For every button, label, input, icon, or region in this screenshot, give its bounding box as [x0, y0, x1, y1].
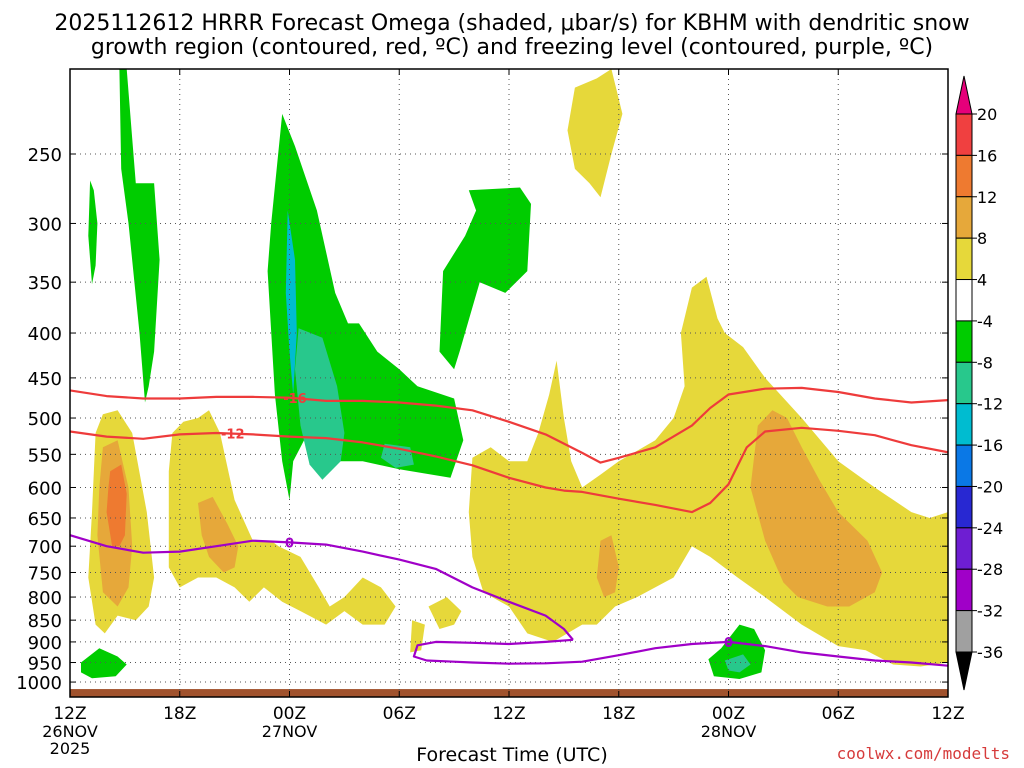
colorbar-bin — [955, 485, 973, 529]
y-tick-label: 300 — [28, 214, 62, 235]
omega-region-green-mid-upper — [439, 187, 531, 370]
y-tick-label: 550 — [28, 445, 62, 466]
chart-title-line-1: 2025112612 HRRR Forecast Omega (shaded, … — [54, 11, 970, 36]
y-tick-label: 250 — [28, 145, 62, 166]
colorbar-label: 8 — [977, 229, 987, 248]
contour--16-line — [70, 386, 948, 464]
colorbar-label: -36 — [977, 643, 1003, 662]
contour-label: 0 — [285, 536, 294, 551]
y-tick-label: 700 — [28, 537, 62, 558]
colorbar-bin — [955, 237, 973, 281]
y-tick-label: 850 — [28, 611, 62, 632]
x-tick-label: 18Z — [602, 704, 635, 724]
contour-label: 0 — [724, 636, 733, 651]
omega-region-yellow-center-low — [468, 276, 948, 667]
y-tick-label: 900 — [28, 633, 62, 654]
colorbar-bin — [955, 361, 973, 405]
x-tick-label: 12Z — [931, 704, 964, 724]
contour--12-line — [70, 426, 948, 514]
y-tick-label: 1000 — [16, 673, 62, 694]
colorbar-label: -20 — [977, 477, 1003, 496]
colorbar-top-triangle — [955, 75, 973, 115]
x-date-label: 27NOV — [262, 722, 318, 741]
y-tick-label: 600 — [28, 478, 62, 499]
colorbar-label: 4 — [977, 271, 987, 290]
omega-region-teal-low-late — [724, 654, 751, 673]
omega-region-orange-late-small — [596, 535, 619, 598]
colorbar-label: 12 — [977, 188, 997, 207]
omega-region-yellow-small-center — [428, 597, 462, 629]
y-tick-label: 400 — [28, 324, 62, 345]
omega-region-orange-mid — [198, 496, 239, 573]
omega-region-green-low-early — [81, 648, 127, 679]
omega-region-cyan-main — [285, 210, 297, 395]
colorbar-bin — [955, 568, 973, 612]
colorbar-bin — [955, 610, 973, 653]
temperature-contours: -16 -12 0 0 — [70, 386, 948, 667]
colorbar-bin — [955, 444, 973, 487]
contour-0-line — [70, 534, 574, 641]
colorbar-bin — [955, 196, 973, 239]
colorbar-bin — [955, 403, 973, 446]
y-tick-label: 650 — [28, 509, 62, 530]
x-tick-label: 06Z — [822, 704, 855, 724]
colorbar-label: -4 — [977, 312, 993, 331]
contour-0-line — [412, 638, 948, 667]
chart-title-line-2: growth region (contoured, red, ºC) and f… — [90, 35, 934, 60]
contour-label: -16 — [283, 392, 307, 407]
omega-region-orange-dark-early — [106, 464, 127, 547]
colorbar-bin — [955, 279, 973, 322]
omega-region-green-early-thin — [88, 180, 98, 285]
x-tick-label: 18Z — [163, 704, 196, 724]
x-date-label: 26NOV — [42, 722, 98, 741]
colorbar: 20 16 12 8 4 -4 -8 -12 -16 -20 -24 -28 -32 -36 — [955, 75, 1003, 691]
colorbar-label: 20 — [977, 105, 997, 124]
colorbar-label: -16 — [977, 436, 1003, 455]
x-year-label: 2025 — [50, 739, 91, 758]
colorbar-label: -24 — [977, 519, 1003, 538]
colorbar-bin — [955, 113, 973, 156]
colorbar-label: -32 — [977, 602, 1003, 621]
y-tick-label: 750 — [28, 563, 62, 584]
x-tick-label: 00Z — [273, 704, 306, 724]
colorbar-label: 16 — [977, 146, 997, 165]
colorbar-bottom-triangle — [955, 651, 973, 691]
y-tick-label: 950 — [28, 654, 62, 675]
colorbar-bin — [955, 154, 973, 198]
y-tick-label: 450 — [28, 369, 62, 390]
y-tick-label: 800 — [28, 588, 62, 609]
colorbar-label: -12 — [977, 395, 1003, 414]
x-date-label: 28NOV — [701, 722, 757, 741]
colorbar-label: -28 — [977, 560, 1003, 579]
omega-region-green-early-column — [119, 69, 160, 403]
credit-link[interactable]: coolwx.com/modelts — [836, 744, 1010, 763]
x-tick-label: 06Z — [383, 704, 416, 724]
omega-region-yellow-top — [567, 69, 623, 198]
y-tick-label: 500 — [28, 409, 62, 430]
x-tick-label: 00Z — [712, 704, 745, 724]
colorbar-label: -8 — [977, 353, 993, 372]
contour-label: -12 — [221, 428, 245, 443]
omega-region-green-low-late — [708, 624, 766, 679]
x-axis-title: Forecast Time (UTC) — [416, 744, 608, 766]
x-tick-label: 12Z — [492, 704, 525, 724]
omega-region-orange-late — [750, 410, 883, 607]
omega-shading-layer — [81, 69, 948, 679]
x-tick-label: 12Z — [53, 704, 86, 724]
colorbar-bin — [955, 320, 973, 363]
omega-region-teal-main — [295, 328, 345, 480]
colorbar-bin — [955, 527, 973, 570]
axes: 2503003504004505005506006507007508008509… — [16, 68, 965, 758]
y-tick-label: 350 — [28, 273, 62, 294]
